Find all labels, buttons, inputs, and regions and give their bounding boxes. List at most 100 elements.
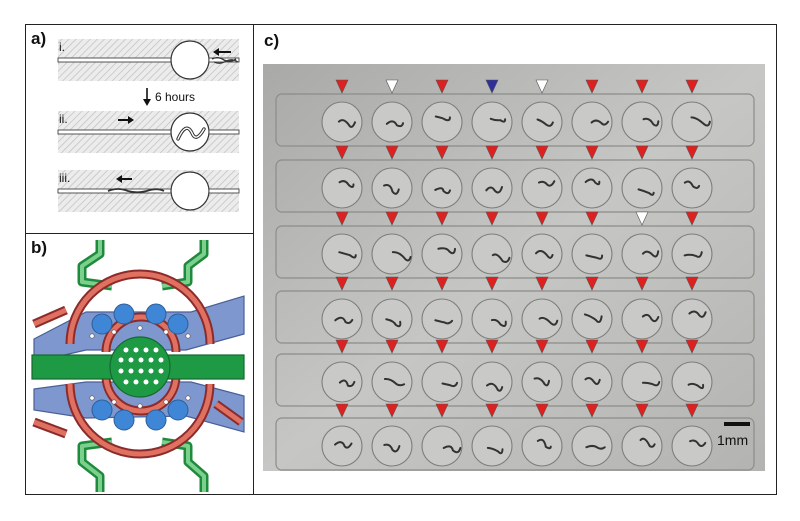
trap-chamber xyxy=(571,298,613,340)
trap-chamber xyxy=(521,298,563,340)
worm xyxy=(337,119,357,128)
marker-white xyxy=(385,79,399,94)
arrow-left-icon xyxy=(213,48,219,56)
trap-chamber xyxy=(671,298,713,340)
marker-red xyxy=(685,339,699,354)
arrow-right-icon xyxy=(128,116,134,124)
worm xyxy=(491,253,511,263)
worm xyxy=(641,380,661,387)
worm xyxy=(584,178,601,186)
trap-chamber xyxy=(671,167,713,209)
marker-red xyxy=(435,79,449,94)
worm xyxy=(637,188,655,196)
worm xyxy=(585,254,604,260)
panel-b-label: b) xyxy=(31,238,48,257)
trap-chamber xyxy=(371,361,413,403)
worm xyxy=(441,381,459,388)
trap-chambers xyxy=(91,303,189,431)
worm xyxy=(486,446,504,455)
marker-red xyxy=(585,145,599,160)
worm xyxy=(383,377,406,387)
trap-chamber xyxy=(521,425,563,467)
trap-chamber xyxy=(371,233,413,275)
worm xyxy=(434,187,451,195)
marker-red xyxy=(585,79,599,94)
step-i-label: i. xyxy=(59,40,65,54)
trap-chamber xyxy=(321,167,363,209)
marker-white xyxy=(635,211,649,226)
marker-red xyxy=(635,339,649,354)
trap-chamber xyxy=(371,298,413,340)
worm xyxy=(383,184,400,195)
scale-bar-label: 1mm xyxy=(717,432,748,448)
marker-red xyxy=(335,403,349,418)
worm xyxy=(687,382,705,390)
trap-chamber xyxy=(571,361,613,403)
trap-chamber xyxy=(471,425,513,467)
marker-red xyxy=(485,211,499,226)
worm xyxy=(334,441,353,449)
worm xyxy=(639,437,656,448)
worm xyxy=(485,186,503,194)
down-arrow-icon xyxy=(143,88,151,106)
microscope-image: 1mm xyxy=(263,64,765,471)
trap-chamber xyxy=(521,233,563,275)
worm xyxy=(537,180,556,187)
marker-white xyxy=(535,79,549,94)
marker-red xyxy=(335,145,349,160)
worm xyxy=(688,310,707,318)
marker-red xyxy=(435,403,449,418)
pillar-array xyxy=(118,347,164,385)
worm xyxy=(338,180,355,189)
worm xyxy=(538,316,559,326)
marker-red xyxy=(535,403,549,418)
worm xyxy=(385,120,405,128)
step-ii-label: ii. xyxy=(59,112,68,126)
central-chamber xyxy=(109,336,171,398)
marker-red xyxy=(635,276,649,291)
marker-red xyxy=(635,145,649,160)
worm xyxy=(437,247,457,255)
channel-row xyxy=(275,159,755,213)
marker-red xyxy=(485,276,499,291)
time-arrow-label: 6 hours xyxy=(155,90,195,104)
marker-red xyxy=(335,276,349,291)
trap-chamber xyxy=(471,233,513,275)
trap-chamber xyxy=(621,425,663,467)
marker-red xyxy=(335,211,349,226)
marker-red xyxy=(485,145,499,160)
panel-b: b) xyxy=(25,233,254,495)
channel-row xyxy=(275,417,755,471)
worm xyxy=(334,316,354,325)
panel-a-label: a) xyxy=(31,29,47,48)
channel-row xyxy=(275,290,755,344)
trap-chamber xyxy=(321,233,363,275)
worm xyxy=(536,118,554,127)
trap-chamber xyxy=(521,167,563,209)
marker-red xyxy=(535,339,549,354)
trap-chamber xyxy=(621,101,663,143)
marker-red xyxy=(685,403,699,418)
trap-chamber xyxy=(421,361,463,403)
channel-row xyxy=(275,225,755,279)
worm xyxy=(683,180,701,189)
marker-red xyxy=(635,79,649,94)
step-iii-channel xyxy=(57,170,240,212)
worm xyxy=(585,444,606,450)
marker-red xyxy=(435,145,449,160)
marker-red xyxy=(385,211,399,226)
marker-red xyxy=(385,145,399,160)
worm xyxy=(584,377,601,385)
marker-blue xyxy=(485,79,499,94)
marker-red xyxy=(635,403,649,418)
marker-red xyxy=(685,145,699,160)
worm xyxy=(535,249,554,259)
worm xyxy=(690,116,711,127)
trap-chamber xyxy=(621,298,663,340)
panel-c-label: c) xyxy=(264,31,280,50)
marker-red xyxy=(685,276,699,291)
worm xyxy=(536,438,552,450)
trap-chamber xyxy=(471,361,513,403)
worm xyxy=(489,117,507,123)
worm xyxy=(490,318,507,328)
